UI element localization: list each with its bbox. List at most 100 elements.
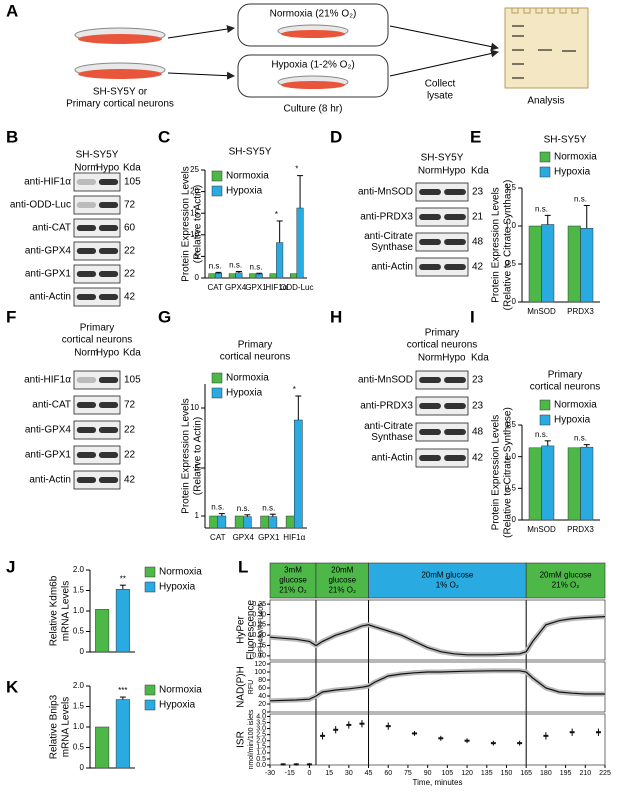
y-tick-label: 1.5 [73,702,85,711]
y-tick-label: 4.0 [256,713,266,720]
x-tick-label: PRDX3 [567,525,594,534]
panel-label: I [470,307,475,326]
annotation: * [293,385,296,394]
kda-value: 22 [124,425,136,436]
chart-title: cortical neurons [530,382,601,393]
x-tick-label: 135 [481,770,493,777]
y-tick-label: 25 [190,165,199,174]
annotation: * [275,210,278,219]
y-tick-label: 2.0 [73,681,85,690]
condition-header [315,562,369,599]
annotation: n.s. [229,261,242,270]
condition-label: 20mM [331,566,354,575]
bar [217,515,227,529]
blot-title: Primary [425,328,459,339]
condition-label: Normoxia (21% O₂) [270,9,357,20]
point [306,763,312,766]
blot-row-label: anti-PRDX3 [360,212,413,223]
chart-title: cortical neurons [220,352,291,363]
arrow [389,49,499,77]
legend-swatch [539,414,551,426]
panel-label: J [6,557,15,576]
x-tick-label: PRDX3 [567,307,594,316]
kda-value: 105 [124,177,141,188]
y-tick-label: 1.5 [505,420,517,429]
blot-band [98,427,119,433]
y-tick-label: 3.0 [256,725,266,732]
y-tick-label: 0.0 [256,762,266,769]
y-axis-label: RFU [248,680,255,694]
y-tick-label: 120 [254,661,266,668]
y-tick-label: 80 [258,677,266,684]
panel-label: F [6,307,16,326]
bar [95,726,110,769]
condition-label: 20mM glucose [421,571,474,580]
legend-swatch [211,185,223,197]
blot-title: cortical neurons [407,340,478,351]
point [569,731,575,734]
bar [234,515,244,529]
blot-band [444,189,466,195]
x-tick-label: GPX4 [225,283,247,292]
blot-band [98,225,119,231]
legend-swatch [539,399,551,411]
blot-title: Primary [80,323,114,334]
x-tick-label: 45 [365,770,373,777]
blot-row-label: anti-MnSOD [358,375,413,386]
kda-value: 21 [472,212,484,223]
annotation: n.s. [574,195,587,204]
kda-value: 42 [472,262,484,273]
x-tick-label: HIF1α [283,533,305,542]
x-tick-label: 150 [501,770,513,777]
point [412,732,418,735]
annotation: n.s. [211,503,224,512]
y-tick-label: 2.0 [256,738,266,745]
arrow [167,71,235,80]
blot-row-label: anti-ODD-Luc [10,200,71,211]
point [346,723,352,726]
point [490,742,496,745]
legend-label: Normoxia [159,685,202,696]
y-axis-label: Relative Bnip3 [49,694,60,759]
annotation: n.s. [535,204,548,213]
panel-label: A [6,1,18,20]
trace-band [269,668,605,704]
kda-unit: Kda [123,348,141,359]
x-tick-label: 120 [461,770,473,777]
blot-band [444,239,466,245]
kda-value: 23 [472,375,484,386]
blot-row-label: Synthase [371,242,413,253]
y-tick-label: 0.5 [505,259,517,268]
annotation: n.s. [574,434,587,443]
x-tick-label: 60 [384,770,392,777]
blot-row-label: anti-GPX4 [25,425,72,436]
blot-band [419,189,441,195]
y-tick-label: 0.20 [252,632,266,639]
y-axis-label: (Relative to Citrate Synthase) [503,407,514,538]
blot-band [419,377,441,383]
blot-row-label: anti-CAT [32,400,71,411]
y-tick-label: 1.0 [505,221,517,230]
panel-label: D [330,127,342,146]
bar [276,242,284,279]
x-tick-label: 225 [599,770,611,777]
blot-strip [73,172,121,192]
bar [209,515,218,529]
blot-row-label: anti-HIF1α [24,375,71,386]
y-tick-label: 1.0 [73,606,85,615]
kda-value: 42 [124,475,136,486]
x-tick-label: GPX4 [233,533,255,542]
bar [567,447,581,521]
annotation: n.s. [237,504,250,513]
blot-band [419,239,441,245]
blot-row-label: anti-GPX1 [25,269,72,280]
subplot-frame [269,599,606,661]
panel-label: H [330,307,342,326]
kda-value: 72 [124,200,136,211]
legend-swatch [211,170,223,182]
y-tick-label: 1.0 [73,722,85,731]
blot-band [98,248,119,254]
legend-swatch [144,581,156,593]
bar [541,445,555,521]
analysis-label: Analysis [527,96,564,107]
